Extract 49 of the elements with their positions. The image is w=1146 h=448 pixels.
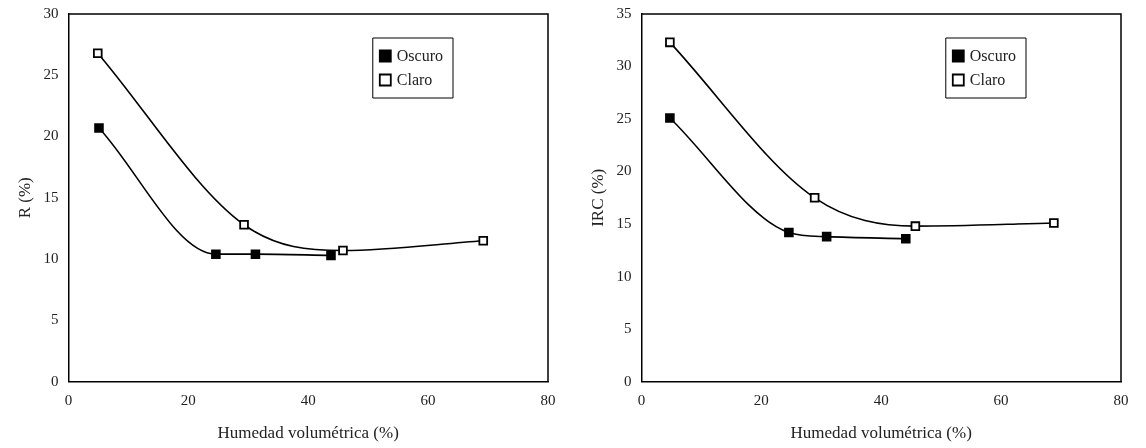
y-tick-label: 15 (616, 214, 632, 231)
point (821, 231, 832, 242)
y-tick-label: 35 (616, 4, 632, 21)
x-tick-label: 0 (64, 391, 73, 408)
x-axis-title: Humedad volumétrica (%) (217, 423, 399, 443)
x-tick-label: 20 (753, 391, 769, 408)
point (239, 219, 249, 230)
x-tick-label: 60 (420, 391, 436, 408)
y-axis-title: R (%) (14, 177, 34, 219)
point (250, 249, 261, 259)
point (784, 227, 794, 238)
y-tick-label: 10 (616, 267, 632, 284)
point (478, 235, 489, 246)
y-tick-label: 25 (43, 66, 59, 83)
x-tick-label: 60 (993, 391, 1009, 408)
y-tick-label: 5 (50, 311, 59, 328)
y-tick-label: 15 (43, 188, 59, 205)
x-tick-label: 80 (1113, 391, 1129, 408)
x-tick-label: 40 (873, 391, 889, 408)
y-tick-label: 10 (43, 250, 59, 266)
y-tick-label: 30 (616, 57, 632, 74)
point (910, 221, 921, 231)
point (809, 193, 820, 203)
y-tick-label: 5 (623, 320, 632, 337)
point (94, 123, 104, 133)
point (1049, 218, 1059, 228)
x-tick-label: 20 (180, 391, 196, 408)
point (665, 37, 675, 48)
x-tick-label: 40 (300, 391, 316, 408)
legend-label: Claro (969, 71, 1006, 89)
legend-label: Oscuro (969, 47, 1017, 65)
point (338, 245, 348, 256)
point (211, 249, 221, 259)
point (326, 250, 336, 261)
x-tick-label: 80 (540, 391, 556, 408)
y-tick-label: 25 (616, 109, 632, 126)
legend-label: Claro (396, 71, 433, 89)
y-tick-label: 30 (43, 4, 59, 21)
y-axis-title: IRC (%) (587, 168, 607, 227)
legend-label: Oscuro (396, 47, 444, 65)
y-tick-label: 0 (50, 372, 59, 389)
x-tick-label: 0 (637, 391, 646, 408)
point (92, 48, 103, 58)
x-axis-title: Humedad volumétrica (%) (790, 423, 972, 443)
point (900, 233, 911, 244)
y-tick-label: 0 (623, 372, 632, 389)
y-tick-label: 20 (616, 162, 632, 179)
point (665, 113, 675, 123)
y-tick-label: 20 (43, 127, 59, 144)
